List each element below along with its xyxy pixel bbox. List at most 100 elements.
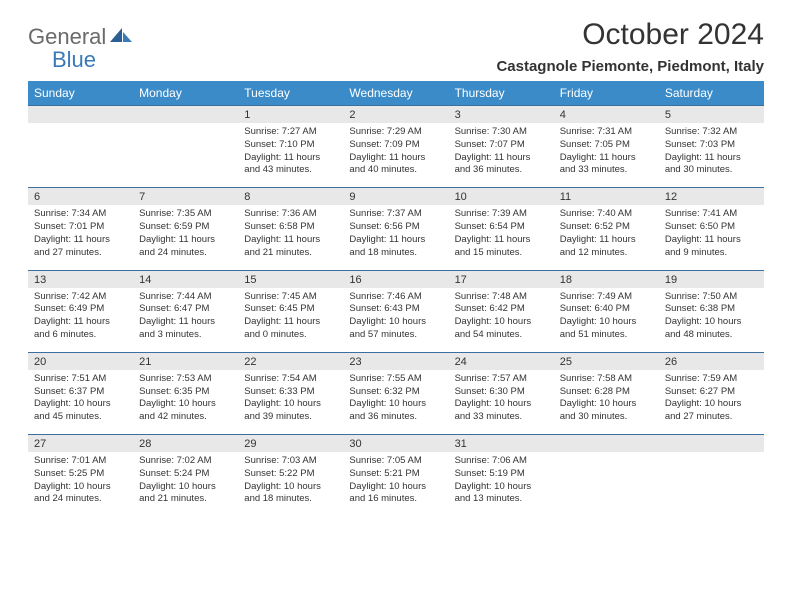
- sunset-text: Sunset: 6:52 PM: [560, 221, 653, 234]
- date-number: 21: [133, 352, 238, 370]
- date-number-row: 13141516171819: [28, 270, 764, 288]
- daylight-text: Daylight: 11 hours and 33 minutes.: [560, 152, 653, 178]
- date-number: 2: [343, 106, 448, 124]
- day-cell: [659, 452, 764, 516]
- day-detail-row: Sunrise: 7:01 AMSunset: 5:25 PMDaylight:…: [28, 452, 764, 516]
- date-number: 19: [659, 270, 764, 288]
- daylight-text: Daylight: 10 hours and 42 minutes.: [139, 398, 232, 424]
- daylight-text: Daylight: 11 hours and 0 minutes.: [244, 316, 337, 342]
- sunrise-text: Sunrise: 7:29 AM: [349, 126, 442, 139]
- sunset-text: Sunset: 6:37 PM: [34, 386, 127, 399]
- day-cell: [28, 123, 133, 188]
- sunrise-text: Sunrise: 7:41 AM: [665, 208, 758, 221]
- daylight-text: Daylight: 11 hours and 6 minutes.: [34, 316, 127, 342]
- location-text: Castagnole Piemonte, Piedmont, Italy: [496, 58, 764, 75]
- sunrise-text: Sunrise: 7:34 AM: [34, 208, 127, 221]
- day-cell: Sunrise: 7:01 AMSunset: 5:25 PMDaylight:…: [28, 452, 133, 516]
- month-title: October 2024: [496, 18, 764, 52]
- title-block: October 2024 Castagnole Piemonte, Piedmo…: [496, 18, 764, 75]
- sunset-text: Sunset: 7:10 PM: [244, 139, 337, 152]
- day-cell: Sunrise: 7:55 AMSunset: 6:32 PMDaylight:…: [343, 370, 448, 435]
- sunset-text: Sunset: 6:56 PM: [349, 221, 442, 234]
- weekday-header-row: Sunday Monday Tuesday Wednesday Thursday…: [28, 81, 764, 106]
- sunset-text: Sunset: 6:58 PM: [244, 221, 337, 234]
- sunset-text: Sunset: 6:40 PM: [560, 303, 653, 316]
- sunset-text: Sunset: 5:19 PM: [455, 468, 548, 481]
- sunrise-text: Sunrise: 7:53 AM: [139, 373, 232, 386]
- date-number: [133, 106, 238, 124]
- sunset-text: Sunset: 6:50 PM: [665, 221, 758, 234]
- sunset-text: Sunset: 7:01 PM: [34, 221, 127, 234]
- weekday-header: Wednesday: [343, 81, 448, 106]
- date-number-row: 2728293031: [28, 435, 764, 453]
- date-number: 12: [659, 188, 764, 206]
- daylight-text: Daylight: 11 hours and 27 minutes.: [34, 234, 127, 260]
- daylight-text: Daylight: 11 hours and 3 minutes.: [139, 316, 232, 342]
- day-cell: [133, 123, 238, 188]
- day-cell: Sunrise: 7:31 AMSunset: 7:05 PMDaylight:…: [554, 123, 659, 188]
- day-cell: [554, 452, 659, 516]
- sunrise-text: Sunrise: 7:05 AM: [349, 455, 442, 468]
- sunset-text: Sunset: 6:33 PM: [244, 386, 337, 399]
- daylight-text: Daylight: 10 hours and 57 minutes.: [349, 316, 442, 342]
- sunrise-text: Sunrise: 7:01 AM: [34, 455, 127, 468]
- day-cell: Sunrise: 7:45 AMSunset: 6:45 PMDaylight:…: [238, 288, 343, 353]
- sunset-text: Sunset: 6:47 PM: [139, 303, 232, 316]
- sunset-text: Sunset: 6:45 PM: [244, 303, 337, 316]
- sunset-text: Sunset: 7:03 PM: [665, 139, 758, 152]
- sunrise-text: Sunrise: 7:42 AM: [34, 291, 127, 304]
- sunrise-text: Sunrise: 7:37 AM: [349, 208, 442, 221]
- day-cell: Sunrise: 7:53 AMSunset: 6:35 PMDaylight:…: [133, 370, 238, 435]
- date-number: [554, 435, 659, 453]
- daylight-text: Daylight: 11 hours and 21 minutes.: [244, 234, 337, 260]
- day-detail-row: Sunrise: 7:51 AMSunset: 6:37 PM Daylight:…: [28, 370, 764, 435]
- day-detail-row: Sunrise: 7:27 AMSunset: 7:10 PMDaylight:…: [28, 123, 764, 188]
- sunrise-text: Sunrise: 7:06 AM: [455, 455, 548, 468]
- sunset-text: Sunset: 6:35 PM: [139, 386, 232, 399]
- sunset-text: Sunset: 7:07 PM: [455, 139, 548, 152]
- sunrise-text: Sunrise: 7:35 AM: [139, 208, 232, 221]
- date-number: 9: [343, 188, 448, 206]
- date-number: 24: [449, 352, 554, 370]
- sunrise-text: Sunrise: 7:31 AM: [560, 126, 653, 139]
- date-number: 1: [238, 106, 343, 124]
- day-cell: Sunrise: 7:51 AMSunset: 6:37 PMDaylight:…: [28, 370, 133, 435]
- daylight-text: Daylight: 11 hours and 9 minutes.: [665, 234, 758, 260]
- day-cell: Sunrise: 7:54 AMSunset: 6:33 PMDaylight:…: [238, 370, 343, 435]
- date-number: 25: [554, 352, 659, 370]
- day-cell: Sunrise: 7:27 AMSunset: 7:10 PMDaylight:…: [238, 123, 343, 188]
- date-number: 14: [133, 270, 238, 288]
- daylight-text: Daylight: 11 hours and 18 minutes.: [349, 234, 442, 260]
- weekday-header: Thursday: [449, 81, 554, 106]
- sunrise-text: Sunrise: 7:03 AM: [244, 455, 337, 468]
- weekday-header: Friday: [554, 81, 659, 106]
- day-cell: Sunrise: 7:35 AMSunset: 6:59 PMDaylight:…: [133, 205, 238, 270]
- sunrise-text: Sunrise: 7:45 AM: [244, 291, 337, 304]
- day-cell: Sunrise: 7:41 AMSunset: 6:50 PMDaylight:…: [659, 205, 764, 270]
- weekday-header: Tuesday: [238, 81, 343, 106]
- daylight-text: Daylight: 11 hours and 40 minutes.: [349, 152, 442, 178]
- day-cell: Sunrise: 7:39 AMSunset: 6:54 PMDaylight:…: [449, 205, 554, 270]
- sunrise-text: Sunrise: 7:58 AM: [560, 373, 653, 386]
- sunrise-text: Sunrise: 7:59 AM: [665, 373, 758, 386]
- date-number: 26: [659, 352, 764, 370]
- daylight-text: Daylight: 11 hours and 30 minutes.: [665, 152, 758, 178]
- date-number: 7: [133, 188, 238, 206]
- sunrise-text: Sunrise: 7:30 AM: [455, 126, 548, 139]
- date-number: 3: [449, 106, 554, 124]
- day-cell: Sunrise: 7:42 AMSunset: 6:49 PMDaylight:…: [28, 288, 133, 353]
- daylight-text: Daylight: 10 hours and 30 minutes.: [560, 398, 653, 424]
- sunrise-text: Sunrise: 7:44 AM: [139, 291, 232, 304]
- daylight-text: Daylight: 11 hours and 15 minutes.: [455, 234, 548, 260]
- weekday-header: Saturday: [659, 81, 764, 106]
- sunset-text: Sunset: 6:32 PM: [349, 386, 442, 399]
- sunset-text: Sunset: 5:22 PM: [244, 468, 337, 481]
- date-number: 15: [238, 270, 343, 288]
- date-number: 6: [28, 188, 133, 206]
- date-number: 17: [449, 270, 554, 288]
- sunrise-text: Sunrise: 7:48 AM: [455, 291, 548, 304]
- daylight-text: Daylight: 10 hours and 18 minutes.: [244, 481, 337, 507]
- weekday-header: Monday: [133, 81, 238, 106]
- sunrise-text: Sunrise: 7:51 AM: [34, 373, 127, 386]
- daylight-text: Daylight: 11 hours and 24 minutes.: [139, 234, 232, 260]
